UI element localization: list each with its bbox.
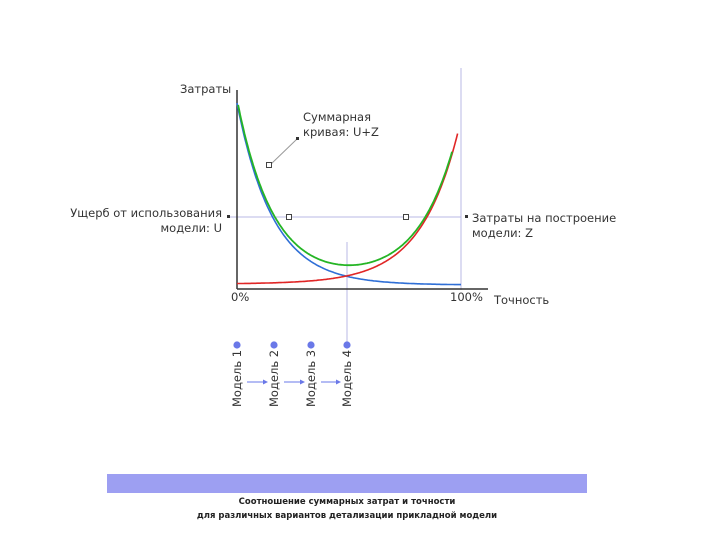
model-3-marker [307, 341, 315, 349]
caption-line-1: Соотношение суммарных затрат и точности [238, 497, 456, 507]
cost-curve-z [236, 133, 459, 285]
model-4-marker [343, 341, 351, 349]
cost-curve-marker [403, 214, 409, 220]
model-transition-arrowhead-3 [336, 379, 341, 385]
model-1-marker [233, 341, 241, 349]
model-sequence: Модель 1 Модель 2 Модель 3 Модель 4 [230, 341, 354, 407]
x-axis-label: Точность [493, 293, 549, 307]
damage-label-line2: модели: U [160, 221, 222, 235]
model-2-marker [270, 341, 278, 349]
damage-curve-marker [286, 214, 292, 220]
sum-curve-u-plus-z [237, 104, 453, 267]
sum-label-line2: кривая: U+Z [303, 125, 379, 139]
model-3-label: Модель 3 [304, 350, 318, 407]
model-2-label: Модель 2 [267, 350, 281, 407]
x-end-label: 100% [450, 290, 483, 304]
x-start-label: 0% [231, 290, 249, 304]
cost-label-line1: Затраты на построение [472, 211, 616, 225]
damage-label-bullet [227, 215, 230, 218]
sum-label-line1: Суммарная [303, 110, 371, 124]
model-transition-arrowhead-2 [300, 379, 305, 385]
cost-label-bullet [465, 215, 468, 218]
sum-curve-marker [266, 162, 272, 168]
y-axis-label: Затраты [180, 82, 231, 96]
sum-label-leader [269, 138, 298, 166]
model-4-label: Модель 4 [340, 350, 354, 407]
damage-curve-u [236, 102, 461, 286]
cost-label-line2: модели: Z [472, 226, 533, 240]
caption-line-2: для различных вариантов детализации прик… [196, 511, 498, 521]
sum-label-bullet [296, 137, 299, 140]
caption-bar [107, 474, 587, 493]
model-transition-arrowhead-1 [263, 379, 268, 385]
model-1-label: Модель 1 [230, 350, 244, 407]
damage-label-line1: Ущерб от использования [70, 206, 222, 220]
